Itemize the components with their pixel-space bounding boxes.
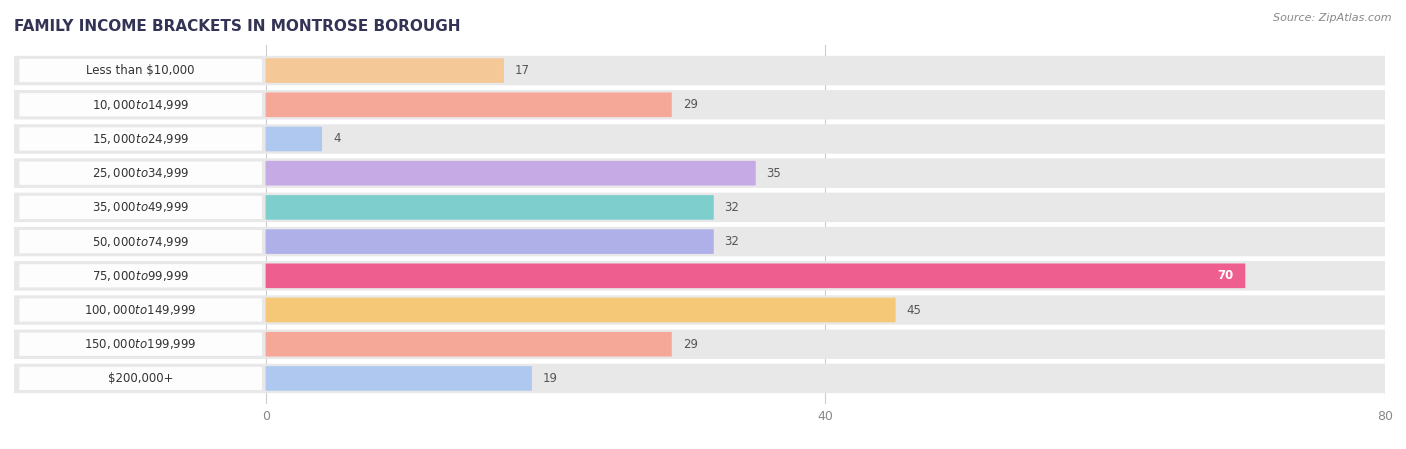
FancyBboxPatch shape [14, 193, 1385, 222]
Text: FAMILY INCOME BRACKETS IN MONTROSE BOROUGH: FAMILY INCOME BRACKETS IN MONTROSE BOROU… [14, 19, 461, 34]
FancyBboxPatch shape [20, 333, 262, 356]
FancyBboxPatch shape [266, 298, 896, 322]
Text: Less than $10,000: Less than $10,000 [86, 64, 195, 77]
Text: 70: 70 [1218, 269, 1234, 282]
FancyBboxPatch shape [14, 295, 1385, 325]
FancyBboxPatch shape [266, 92, 672, 117]
Text: $10,000 to $14,999: $10,000 to $14,999 [91, 98, 190, 112]
FancyBboxPatch shape [20, 59, 262, 82]
FancyBboxPatch shape [20, 128, 262, 150]
Text: 32: 32 [724, 235, 740, 248]
Text: 32: 32 [724, 201, 740, 214]
FancyBboxPatch shape [14, 90, 1385, 119]
Text: 29: 29 [683, 338, 697, 351]
FancyBboxPatch shape [14, 261, 1385, 291]
Text: $25,000 to $34,999: $25,000 to $34,999 [91, 166, 190, 180]
Text: $35,000 to $49,999: $35,000 to $49,999 [91, 200, 190, 214]
FancyBboxPatch shape [20, 230, 262, 253]
FancyBboxPatch shape [20, 93, 262, 116]
Text: 4: 4 [333, 132, 340, 145]
FancyBboxPatch shape [14, 158, 1385, 188]
FancyBboxPatch shape [266, 264, 1246, 288]
FancyBboxPatch shape [20, 196, 262, 219]
FancyBboxPatch shape [266, 161, 755, 185]
Text: 45: 45 [907, 304, 921, 317]
FancyBboxPatch shape [20, 367, 262, 390]
FancyBboxPatch shape [266, 366, 531, 391]
FancyBboxPatch shape [266, 229, 714, 254]
Text: 19: 19 [543, 372, 558, 385]
Text: $100,000 to $149,999: $100,000 to $149,999 [84, 303, 197, 317]
FancyBboxPatch shape [266, 127, 322, 151]
FancyBboxPatch shape [20, 264, 262, 287]
Text: $75,000 to $99,999: $75,000 to $99,999 [91, 269, 190, 283]
FancyBboxPatch shape [266, 332, 672, 357]
Text: $15,000 to $24,999: $15,000 to $24,999 [91, 132, 190, 146]
FancyBboxPatch shape [266, 58, 503, 83]
FancyBboxPatch shape [14, 227, 1385, 256]
FancyBboxPatch shape [14, 330, 1385, 359]
FancyBboxPatch shape [14, 364, 1385, 393]
FancyBboxPatch shape [14, 56, 1385, 85]
FancyBboxPatch shape [20, 299, 262, 321]
FancyBboxPatch shape [14, 124, 1385, 154]
Text: $200,000+: $200,000+ [108, 372, 173, 385]
FancyBboxPatch shape [20, 162, 262, 185]
Text: 29: 29 [683, 98, 697, 111]
FancyBboxPatch shape [266, 195, 714, 220]
Text: 17: 17 [515, 64, 530, 77]
Text: Source: ZipAtlas.com: Source: ZipAtlas.com [1274, 13, 1392, 23]
Text: $50,000 to $74,999: $50,000 to $74,999 [91, 235, 190, 249]
Text: 35: 35 [766, 167, 782, 180]
Text: $150,000 to $199,999: $150,000 to $199,999 [84, 337, 197, 351]
